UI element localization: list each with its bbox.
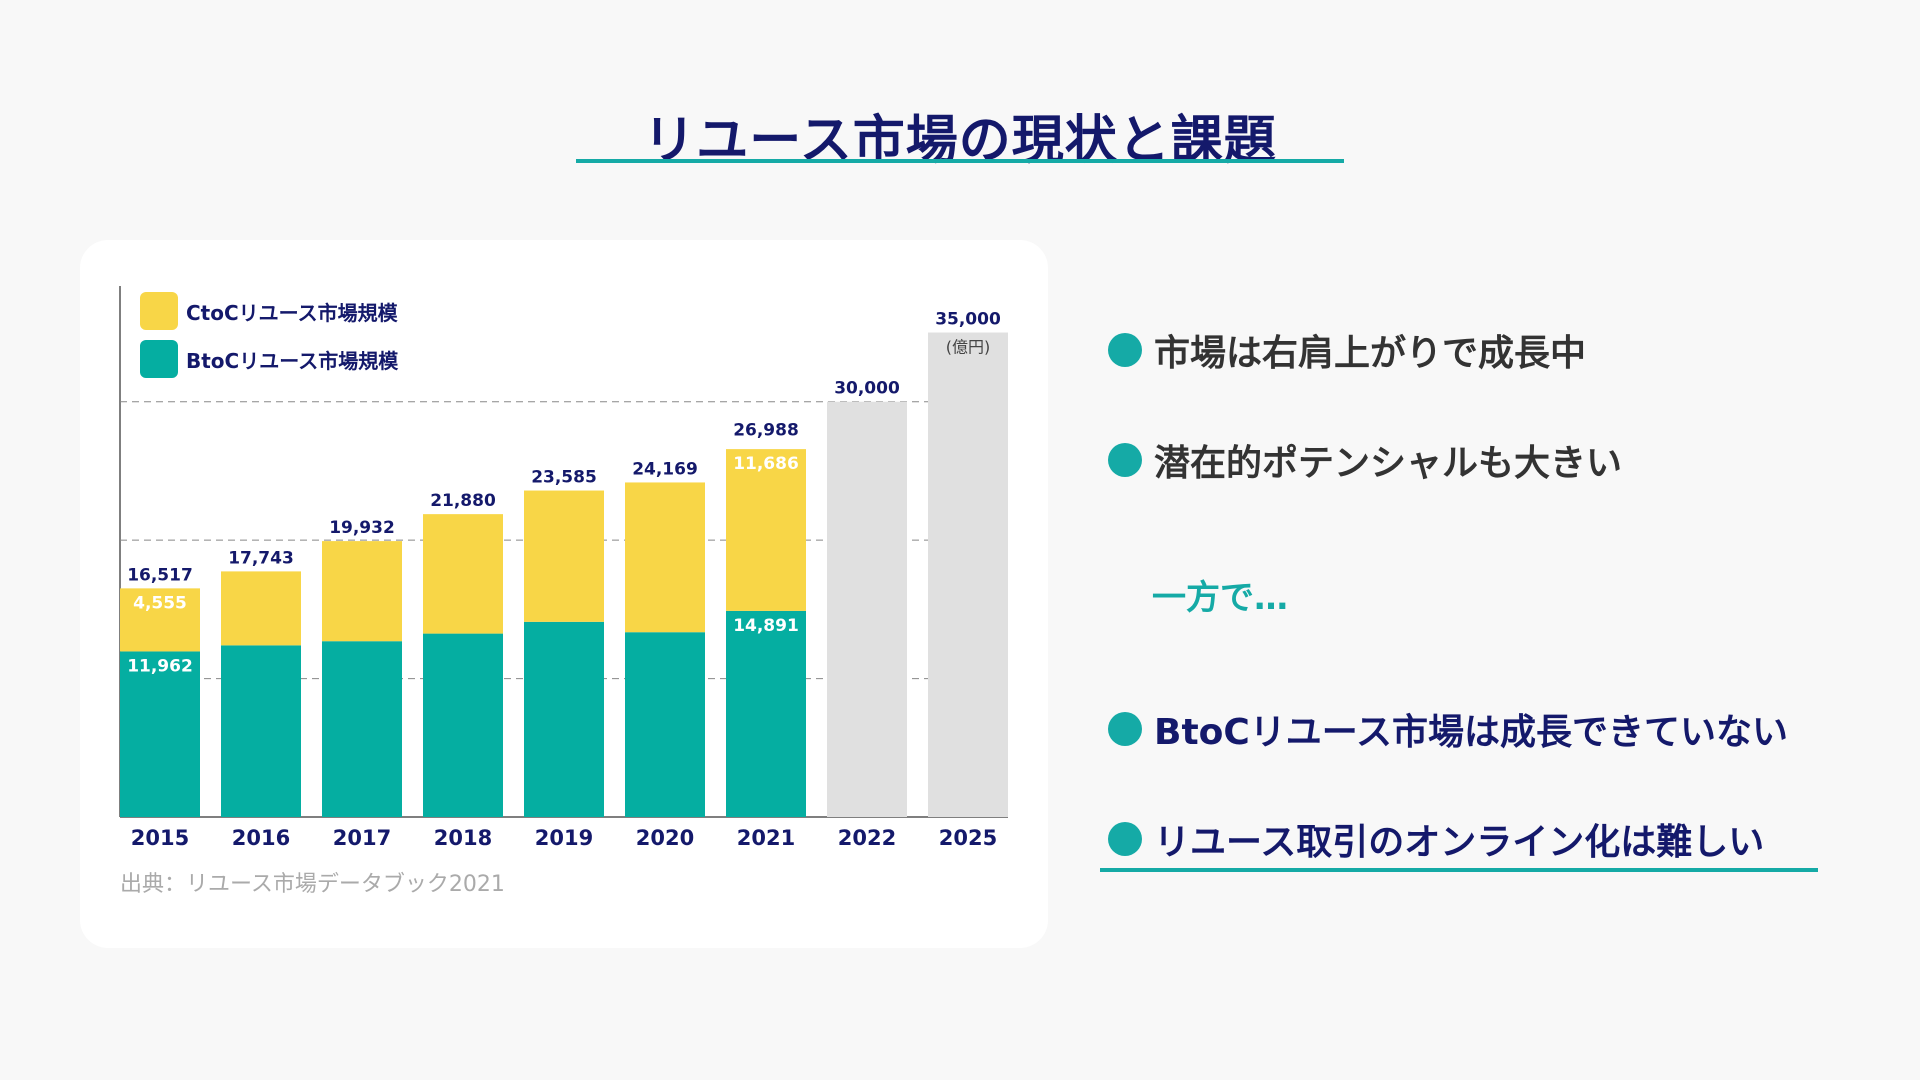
bar-btoc-2018 [423,633,503,817]
bar-forecast-2022 [827,401,907,817]
x-tick-2020: 2020 [636,826,694,850]
point-growth: 市場は右肩上がりで成長中 [1108,325,1586,375]
transition-text: 一方で… [1152,578,1288,618]
bar-ctoc-2015 [120,588,200,652]
bar-ctoc-2018 [423,514,503,634]
bullet-dot-icon [1108,822,1142,856]
data-label-total-2021: 26,988 [733,420,799,440]
data-label-total-2017: 19,932 [329,518,395,538]
bar-btoc-2021 [726,610,806,817]
bar-ctoc-2016 [221,571,301,646]
data-label-ctoc-2015: 4,555 [133,593,187,613]
data-label-btoc-2021: 14,891 [733,616,799,636]
bar-ctoc-2019 [524,490,604,622]
x-tick-2021: 2021 [737,826,795,850]
chart-card: 11,962 4,555 16,517 2015 17,743 2016 19,932 201… [80,240,1048,948]
x-tick-2018: 2018 [434,826,492,850]
bar-ctoc-2021 [726,449,806,611]
title-underline [576,159,1344,163]
point-growth-text: 市場は右肩上がりで成長中 [1154,333,1587,374]
point-potential-text: 潜在的ポテンシャルも大きい [1154,443,1623,484]
bar-btoc-2015 [120,651,200,817]
chart-source: 出典：リユース市場データブック2021 [120,872,505,897]
unit-label: (億円) [946,338,991,357]
legend-label-0: CtoCリユース市場規模 [186,301,399,325]
bullet-dot-icon [1108,712,1142,746]
bar-btoc-2017 [322,641,402,817]
bar-btoc-2016 [221,645,301,817]
bar-ctoc-2017 [322,541,402,642]
data-label-total-2020: 24,169 [632,459,698,479]
bullet-dot-icon [1108,443,1142,477]
point-btoc: BtoCリユース市場は成長できていない [1108,704,1788,754]
legend-swatch-0 [140,292,178,330]
bar-forecast-2025 [928,332,1008,817]
data-label-btoc-2015: 11,962 [127,656,193,676]
legend-label-1: BtoCリユース市場規模 [186,349,399,373]
x-tick-2016: 2016 [232,826,290,850]
point-online: リユース取引のオンライン化は難しい [1108,814,1764,864]
bullet-dot-icon [1108,333,1142,367]
point-underline [1100,868,1818,872]
bar-ctoc-2020 [625,482,705,633]
data-label-total-2018: 21,880 [430,491,496,511]
data-label-ctoc-2021: 11,686 [733,454,799,474]
x-tick-2017: 2017 [333,826,391,850]
data-label-total-2019: 23,585 [531,468,597,488]
market-size-chart: 11,962 4,555 16,517 2015 17,743 2016 19,932 201… [119,286,1008,850]
x-tick-2025: 2025 [939,826,997,850]
bar-btoc-2020 [625,632,705,817]
x-tick-2015: 2015 [131,826,189,850]
point-online-text: リユース取引のオンライン化は難しい [1154,822,1765,863]
bar-btoc-2019 [524,621,604,817]
legend-swatch-1 [140,340,178,378]
point-potential: 潜在的ポテンシャルも大きい [1108,435,1622,485]
data-label-total-2016: 17,743 [228,548,294,568]
data-label-total-2022: 30,000 [834,379,900,399]
data-label-total-2015: 16,517 [127,565,193,585]
x-tick-2019: 2019 [535,826,593,850]
data-label-total-2025: 35,000 [935,310,1001,330]
point-btoc-text: BtoCリユース市場は成長できていない [1154,712,1789,753]
x-tick-2022: 2022 [838,826,896,850]
